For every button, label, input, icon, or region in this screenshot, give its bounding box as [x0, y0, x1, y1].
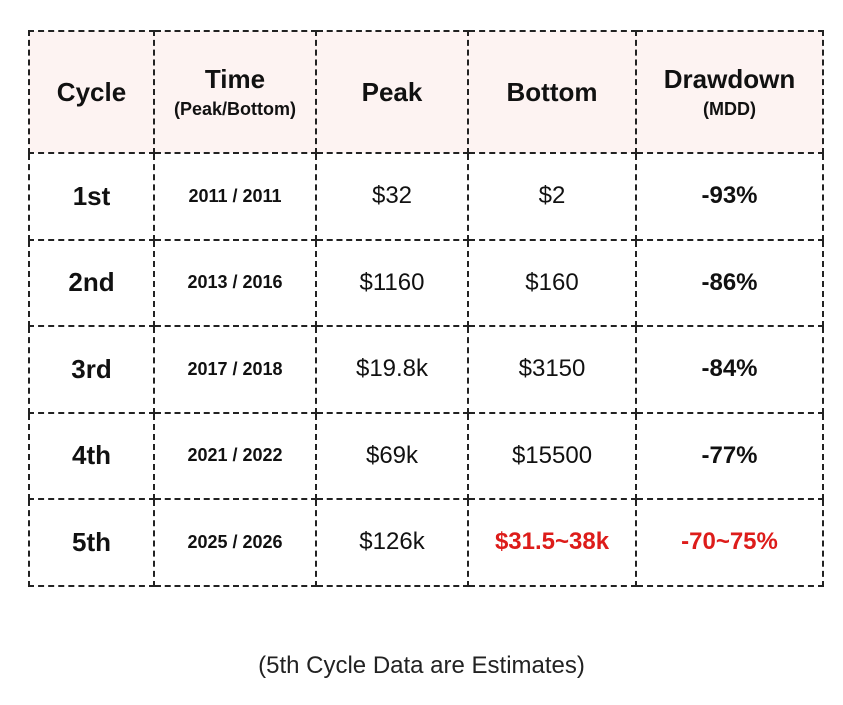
table-row: 2nd 2013 / 2016 $1160 $160 -86%	[28, 238, 824, 327]
table-cell: 2021 / 2022	[153, 411, 317, 500]
table-cell: $32	[315, 152, 469, 241]
table-cell: $15500	[467, 411, 637, 500]
table-cell: -93%	[635, 152, 824, 241]
header-label: Cycle	[56, 76, 127, 107]
header-row: Cycle Time (Peak/Bottom) Peak Bottom Drawdown…	[28, 30, 824, 154]
table-cell: 1st	[28, 152, 155, 241]
table-row: 1st 2011 / 2011 $32 $2 -93%	[28, 152, 824, 241]
table-cell: $19.8k	[315, 325, 469, 414]
table-cell: 3rd	[28, 325, 155, 414]
table-cell: $160	[467, 238, 637, 327]
header-cell: Drawdown (MDD)	[635, 30, 824, 154]
header-sublabel: (Peak/Bottom)	[173, 99, 296, 119]
cycle-table: Cycle Time (Peak/Bottom) Peak Bottom Drawdown…	[28, 30, 824, 587]
table-cell: $31.5~38k	[467, 498, 637, 587]
header-cell: Bottom	[467, 30, 637, 154]
table-cell: $69k	[315, 411, 469, 500]
table-row: 4th 2021 / 2022 $69k $15500 -77%	[28, 411, 824, 500]
table-cell: 2011 / 2011	[153, 152, 317, 241]
table-cell: 5th	[28, 498, 155, 587]
table-cell: $1160	[315, 238, 469, 327]
table-cell: 4th	[28, 411, 155, 500]
table-cell: -70~75%	[635, 498, 824, 587]
table-cell: $126k	[315, 498, 469, 587]
header-label: Bottom	[506, 76, 598, 107]
table-cell: $2	[467, 152, 637, 241]
header-sublabel: (MDD)	[703, 99, 756, 119]
header-label: Drawdown	[663, 64, 796, 94]
header-label: Time	[204, 64, 266, 94]
table-body: 1st 2011 / 2011 $32 $2 -93% 2nd 2013 / 2016 $11…	[28, 152, 824, 587]
header-cell: Cycle	[28, 30, 155, 154]
table-cell: 2025 / 2026	[153, 498, 317, 587]
footnote: (5th Cycle Data are Estimates)	[258, 652, 585, 679]
table-cell: 2013 / 2016	[153, 238, 317, 327]
table-cell: $3150	[467, 325, 637, 414]
header-label: Peak	[361, 76, 423, 107]
header-cell: Peak	[315, 30, 469, 154]
table-cell: -77%	[635, 411, 824, 500]
table-cell: -84%	[635, 325, 824, 414]
table-row: 5th 2025 / 2026 $126k $31.5~38k -70~75%	[28, 498, 824, 587]
table-row: 3rd 2017 / 2018 $19.8k $3150 -84%	[28, 325, 824, 414]
table-cell: 2nd	[28, 238, 155, 327]
header-cell: Time (Peak/Bottom)	[153, 30, 317, 154]
table-cell: 2017 / 2018	[153, 325, 317, 414]
table-cell: -86%	[635, 238, 824, 327]
